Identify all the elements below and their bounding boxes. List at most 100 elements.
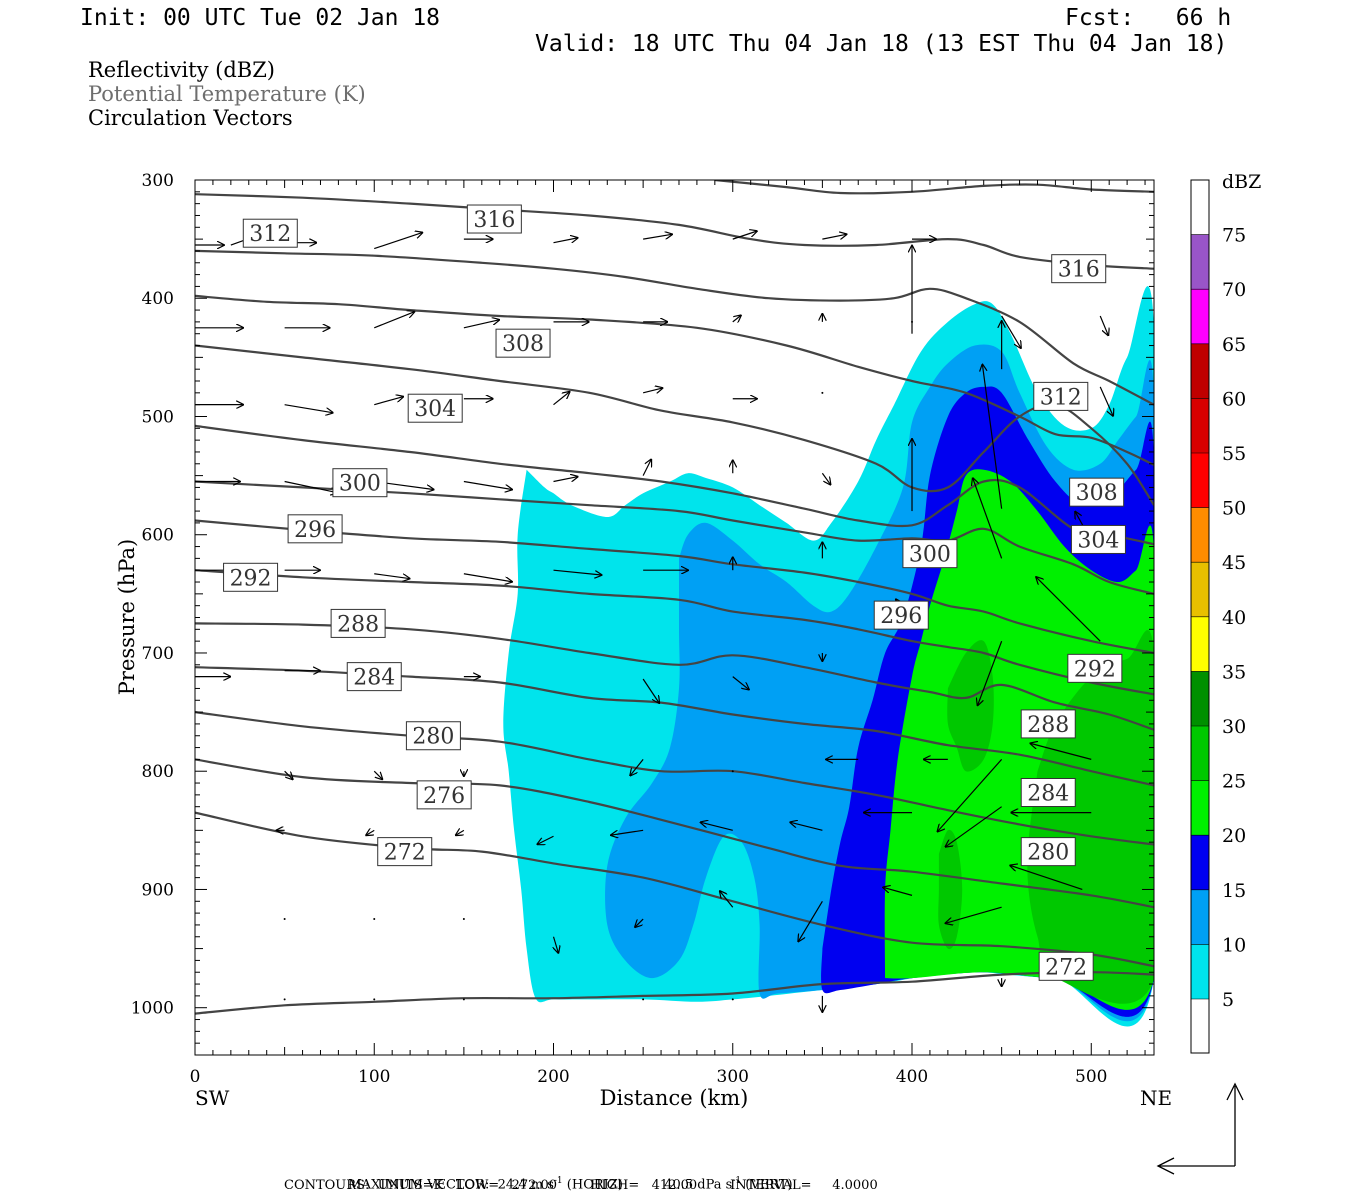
vector-dot — [462, 918, 465, 921]
theta-contour-308 — [195, 424, 1154, 546]
theta-contour-328 — [714, 180, 1154, 195]
contour-label-text: 300 — [909, 543, 951, 568]
colorbar-swatch — [1191, 343, 1209, 399]
y-tick-label: 1000 — [131, 999, 174, 1019]
circulation-vector — [821, 472, 830, 484]
circulation-vector — [982, 365, 1003, 509]
sw-endpoint: SW — [195, 1086, 230, 1110]
circulation-vector — [790, 822, 823, 831]
forecast-hour: Fcst: 66 h — [1065, 5, 1232, 31]
max-vert-value: 40.5 dPa s — [664, 1177, 733, 1193]
circulation-vector — [374, 573, 409, 579]
valid-time: Valid: 18 UTC Thu 04 Jan 18 (13 EST Thu … — [535, 31, 1228, 57]
x-tick-label: 300 — [717, 1067, 749, 1087]
contour-label: 292 — [223, 562, 279, 592]
contour-label: 288 — [330, 608, 386, 638]
contour-label: 296 — [287, 514, 343, 544]
circulation-vector — [701, 822, 733, 831]
contour-label-text: 284 — [1027, 782, 1069, 807]
contour-label: 296 — [873, 600, 929, 630]
contour-label: 308 — [495, 328, 551, 358]
colorbar-level-label: 5 — [1222, 989, 1234, 1011]
vector-dot — [373, 998, 376, 1001]
max-horiz-value: 24.4 m s — [497, 1177, 554, 1193]
theta-contour-324 — [195, 193, 1154, 270]
colorbar-swatch — [1191, 780, 1209, 836]
colorbar-swatch — [1191, 944, 1209, 999]
vert-tag: (VERT) — [745, 1177, 793, 1193]
circulation-vector — [642, 460, 651, 476]
contour-label: 300 — [902, 539, 958, 569]
contour-label-text: 304 — [414, 397, 456, 422]
colorbar-level-label: 70 — [1222, 279, 1246, 301]
contour-label-text: 288 — [337, 612, 379, 637]
colorbar-swatch — [1191, 234, 1209, 290]
contour-label: 272 — [377, 837, 433, 867]
colorbar-level-label: 10 — [1222, 934, 1246, 956]
contour-label-box — [902, 539, 958, 569]
theta-contour-320 — [195, 249, 1154, 406]
colorbar-level-label: 65 — [1222, 334, 1246, 356]
x-tick-label: 400 — [896, 1067, 928, 1087]
vector-dot — [731, 998, 734, 1001]
circulation-vector — [373, 770, 382, 779]
circulation-vector — [1099, 386, 1113, 416]
theta-contour-300 — [195, 519, 1154, 655]
circulation-vector — [732, 676, 749, 690]
contour-label-box — [346, 662, 402, 692]
contour-label-box — [1067, 653, 1123, 683]
reflectivity-region-25dbz — [947, 640, 994, 772]
circulation-vector — [883, 887, 913, 896]
contour-label-text: 308 — [1076, 481, 1118, 506]
circulation-vector — [553, 392, 570, 406]
axis-ticks — [194, 179, 1154, 1056]
y-tick-label: 600 — [142, 526, 174, 546]
x-tick-label: 200 — [537, 1067, 569, 1087]
contour-label: 312 — [242, 218, 298, 248]
circulation-vector — [456, 830, 465, 835]
contour-label: 308 — [1069, 477, 1125, 507]
circulation-vector — [374, 233, 422, 250]
circulation-vector — [366, 830, 375, 835]
theta-contour-304 — [195, 480, 1154, 595]
x-axis-title: Distance (km) — [600, 1086, 749, 1110]
colorbar-level-label: 35 — [1222, 661, 1246, 683]
contour-label: 276 — [416, 780, 472, 810]
vector-dot — [462, 998, 465, 1001]
contours-info: CONTOURS: UNITS=K LOW= 272.00 HIGH= 412.… — [284, 1178, 878, 1193]
colorbar-level-label: 25 — [1222, 771, 1246, 793]
colorbar-swatch — [1191, 180, 1209, 235]
colorbar-swatch — [1191, 616, 1209, 672]
theta-contour-316 — [195, 294, 1154, 466]
colorbar-level-label: 15 — [1222, 880, 1246, 902]
contour-label: 312 — [1033, 381, 1089, 411]
circulation-vector — [643, 234, 672, 240]
circulation-vector — [1099, 315, 1108, 335]
colorbar: dBZ 75 70 65 60 55 50 45 40 35 30 25 20 15 10 5 — [1190, 171, 1261, 1054]
contour-label-text: 280 — [412, 725, 454, 750]
contour-label-text: 296 — [294, 518, 336, 543]
contour-label-box — [223, 562, 279, 592]
contour-label-box — [405, 721, 461, 751]
y-tick-label: 400 — [142, 289, 174, 309]
contour-labels: 2722722762802802842842882882922922962963… — [223, 204, 1126, 981]
contour-label-box — [1069, 477, 1125, 507]
circulation-vector — [538, 835, 554, 844]
circulation-vector — [973, 478, 1003, 559]
y-tick-label: 800 — [142, 762, 174, 782]
circulation-vector — [554, 936, 559, 953]
legend-theta: Potential Temperature (K) — [88, 82, 366, 106]
contour-label: 304 — [1070, 524, 1126, 554]
y-tick-label: 500 — [142, 407, 174, 427]
circulation-vector — [822, 234, 846, 240]
y-tick-label: 900 — [142, 880, 174, 900]
vector-dot — [283, 918, 286, 921]
colorbar-swatch — [1191, 671, 1209, 726]
contour-label: 288 — [1020, 709, 1076, 739]
circulation-vector — [978, 640, 1003, 705]
circulation-vectors — [195, 229, 1113, 1012]
contour-label-text: 276 — [423, 784, 465, 809]
colorbar-level-label: 20 — [1222, 825, 1246, 847]
colorbar-level-label: 45 — [1222, 552, 1246, 574]
contour-label-box — [377, 837, 433, 867]
